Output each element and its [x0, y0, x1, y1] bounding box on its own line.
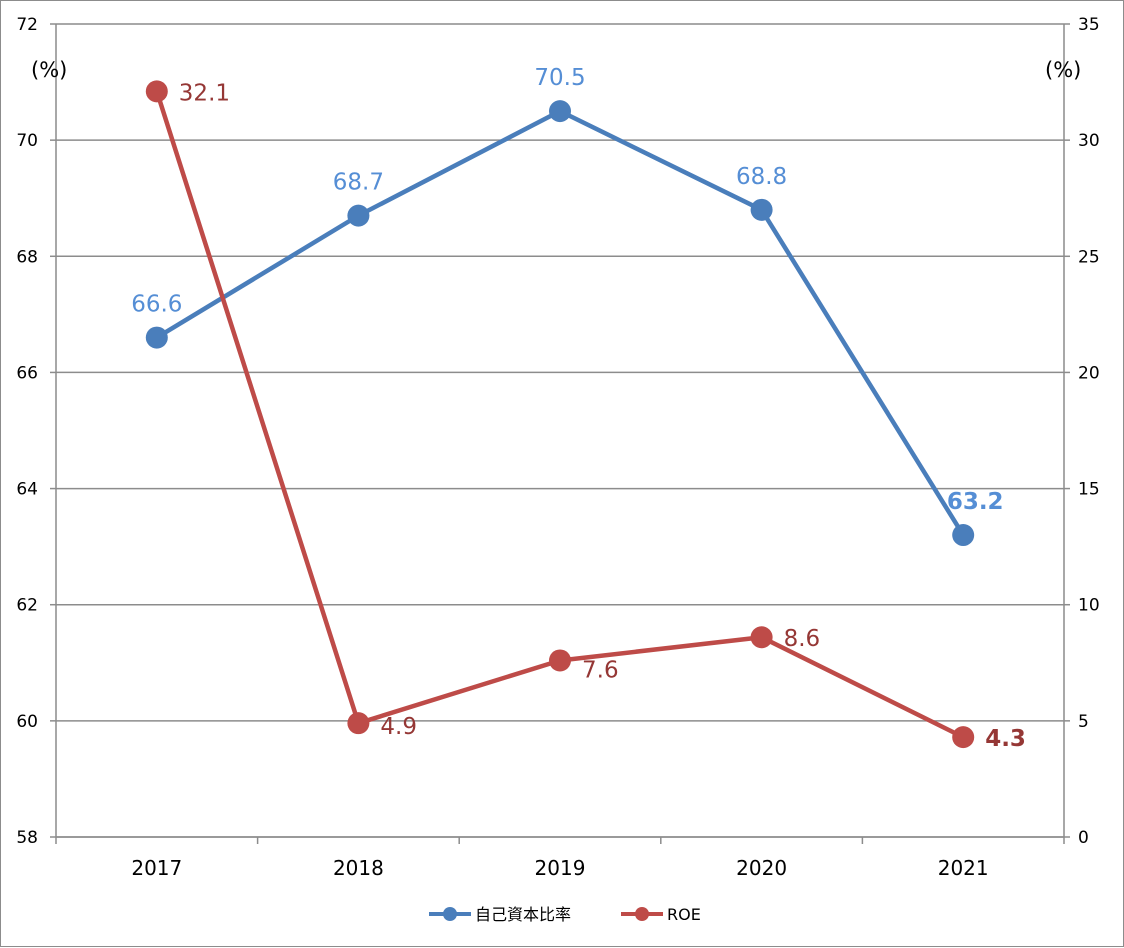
right-axis-unit: (%) — [1045, 58, 1081, 82]
left-tick-label: 66 — [16, 363, 38, 383]
data-point[interactable] — [347, 712, 370, 735]
data-point[interactable] — [145, 80, 168, 103]
left-axis-unit: (%) — [31, 58, 67, 82]
right-tick-label: 35 — [1078, 15, 1100, 35]
data-label: 32.1 — [179, 80, 230, 106]
data-point[interactable] — [750, 626, 773, 649]
series-roe: 32.1 4.9 7.6 8.6 4.3 — [145, 80, 1026, 752]
x-tick-label: 2020 — [736, 856, 787, 880]
x-tick-label: 2018 — [333, 856, 384, 880]
legend-marker-equity-ratio — [443, 907, 457, 921]
legend-item-equity-ratio[interactable]: 自己資本比率 — [429, 905, 571, 924]
data-point[interactable] — [549, 100, 571, 123]
left-tick-label: 60 — [16, 712, 38, 732]
x-tick-label: 2021 — [938, 856, 989, 880]
data-label: 4.3 — [985, 726, 1026, 752]
data-label: 66.6 — [131, 292, 182, 318]
right-tick-label: 5 — [1078, 712, 1089, 732]
data-label: 68.7 — [333, 170, 384, 196]
left-tick-label: 72 — [16, 15, 38, 35]
series-line — [154, 90, 965, 740]
data-point[interactable] — [750, 198, 773, 221]
legend-label-equity-ratio: 自己資本比率 — [475, 905, 571, 924]
x-axis-ticks: 2017 2018 2019 2020 2021 — [131, 856, 988, 880]
legend-item-roe[interactable]: ROE — [621, 905, 701, 924]
left-tick-label: 58 — [16, 828, 38, 848]
axes — [50, 23, 1070, 844]
gridlines — [56, 23, 1064, 838]
data-label: 70.5 — [534, 65, 585, 91]
x-tick-label: 2019 — [535, 856, 586, 880]
left-tick-label: 70 — [16, 131, 38, 151]
series-equity-ratio: 66.6 68.7 70.5 68.8 63.2 — [131, 65, 1004, 547]
data-label: 8.6 — [784, 626, 821, 652]
right-tick-label: 15 — [1078, 480, 1100, 500]
left-axis-ticks: 58 60 62 64 66 68 70 72 — [16, 15, 38, 848]
data-label: 4.9 — [380, 714, 417, 740]
legend-marker-roe — [635, 907, 649, 921]
left-tick-label: 68 — [16, 247, 38, 267]
data-label: 7.6 — [582, 657, 619, 683]
data-label: 63.2 — [947, 489, 1004, 515]
data-point[interactable] — [952, 524, 975, 547]
left-tick-label: 64 — [16, 480, 38, 500]
x-tick-label: 2017 — [131, 856, 182, 880]
data-point[interactable] — [549, 649, 571, 672]
right-tick-label: 30 — [1078, 131, 1100, 151]
data-label: 68.8 — [736, 164, 787, 190]
data-point[interactable] — [145, 326, 168, 349]
legend-label-roe: ROE — [667, 905, 701, 924]
data-point[interactable] — [952, 726, 975, 749]
legend: 自己資本比率 ROE — [429, 905, 701, 924]
right-axis-ticks: 0 5 10 15 20 25 30 35 — [1078, 15, 1100, 848]
right-tick-label: 20 — [1078, 363, 1100, 383]
right-tick-label: 25 — [1078, 247, 1100, 267]
left-tick-label: 62 — [16, 596, 38, 616]
series-layer: 66.6 68.7 70.5 68.8 63.2 32.1 4.9 7.6 8.6 4.3 — [131, 65, 1026, 752]
right-tick-label: 10 — [1078, 596, 1100, 616]
right-tick-label: 0 — [1078, 828, 1089, 848]
data-point[interactable] — [347, 204, 370, 227]
